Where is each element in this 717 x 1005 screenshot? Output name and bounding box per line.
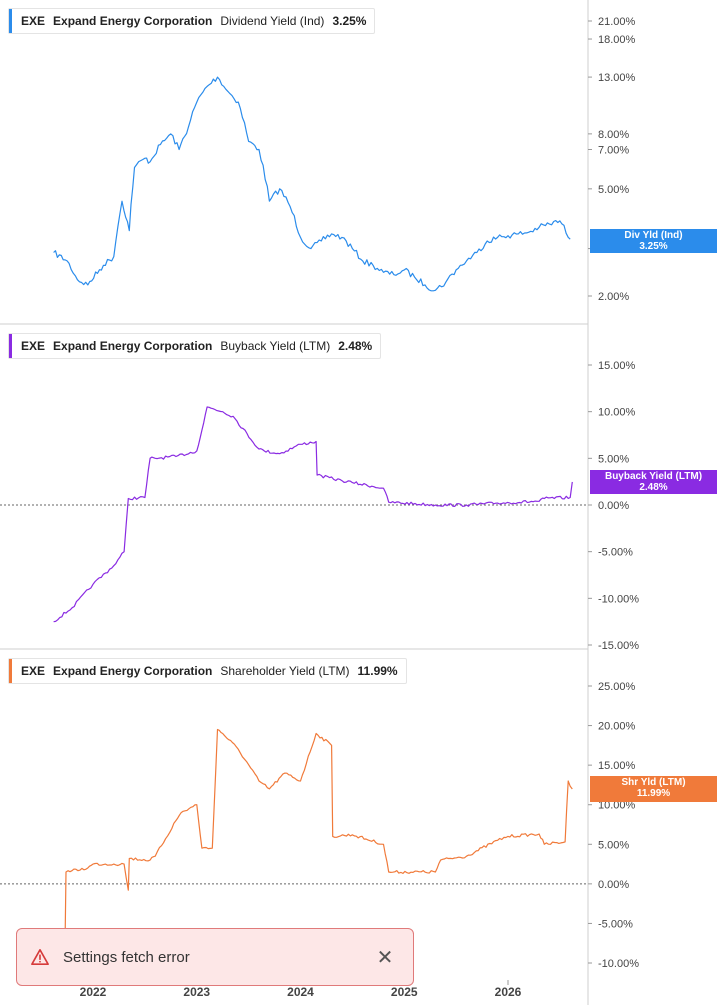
x-tick-label: 2026 xyxy=(495,985,522,999)
y-tick-label: 18.00% xyxy=(598,34,636,46)
y-tick-label: 5.00% xyxy=(598,184,629,196)
close-icon[interactable]: ✕ xyxy=(376,946,394,969)
y-tick-label: -10.00% xyxy=(598,958,639,970)
y-tick-label: 2.00% xyxy=(598,291,629,303)
warning-triangle-icon xyxy=(31,948,49,966)
y-tick-label: 5.00% xyxy=(598,453,629,465)
y-tick-label: 20.00% xyxy=(598,721,636,733)
y-tick-label: 25.00% xyxy=(598,681,636,693)
last-value-tag: Div Yld (Ind) 3.25% xyxy=(590,229,717,253)
legend-value: 11.99% xyxy=(357,664,398,678)
y-tick-label: -5.00% xyxy=(598,918,633,930)
tag-label: Buyback Yield (LTM) xyxy=(604,471,703,482)
legend-value: 3.25% xyxy=(332,14,367,28)
y-tick-label: 8.00% xyxy=(598,129,629,141)
legend-company: Expand Energy Corporation xyxy=(53,339,213,353)
legend-metric: Dividend Yield (Ind) xyxy=(220,14,325,28)
x-tick-label: 2024 xyxy=(287,985,314,999)
legend-color-bar xyxy=(9,334,12,358)
legend-company: Expand Energy Corporation xyxy=(53,14,213,28)
x-tick-label: 2023 xyxy=(183,985,210,999)
legend-value: 2.48% xyxy=(338,339,373,353)
y-tick-label: 15.00% xyxy=(598,360,636,372)
y-tick-label: 10.00% xyxy=(598,407,636,419)
legend-color-bar xyxy=(9,9,12,33)
legend-color-bar xyxy=(9,659,12,683)
toast-message: Settings fetch error xyxy=(63,948,190,966)
y-tick-label: 21.00% xyxy=(598,16,636,28)
y-tick-label: -5.00% xyxy=(598,547,633,559)
y-tick-label: -15.00% xyxy=(598,640,639,652)
series-legend[interactable]: EXE Expand Energy Corporation Buyback Yiel… xyxy=(8,333,382,359)
tag-value: 2.48% xyxy=(639,482,668,493)
legend-ticker: EXE xyxy=(21,14,46,28)
series-legend[interactable]: EXE Expand Energy Corporation Dividend Yie… xyxy=(8,8,376,34)
series-line xyxy=(53,406,573,623)
series-legend[interactable]: EXE Expand Energy Corporation Shareholder … xyxy=(8,658,407,684)
legend-ticker: EXE xyxy=(21,664,46,678)
series-line xyxy=(51,728,573,950)
y-tick-label: 10.00% xyxy=(598,800,636,812)
y-tick-label: 0.00% xyxy=(598,500,629,512)
tag-label: Shr Yld (LTM) xyxy=(621,777,686,788)
legend-company: Expand Energy Corporation xyxy=(53,664,213,678)
y-tick-label: -10.00% xyxy=(598,593,639,605)
y-tick-label: 13.00% xyxy=(598,72,636,84)
y-tick-label: 7.00% xyxy=(598,144,629,156)
x-tick-label: 2025 xyxy=(391,985,418,999)
y-tick-label: 0.00% xyxy=(598,879,629,891)
legend-metric: Shareholder Yield (LTM) xyxy=(220,664,350,678)
series-line xyxy=(53,76,571,292)
last-value-tag: Shr Yld (LTM) 11.99% xyxy=(590,776,717,802)
x-tick-label: 2022 xyxy=(80,985,107,999)
tag-value: 11.99% xyxy=(636,788,671,799)
tag-label: Div Yld (Ind) xyxy=(624,230,683,241)
legend-ticker: EXE xyxy=(21,339,46,353)
legend-metric: Buyback Yield (LTM) xyxy=(220,339,331,353)
y-tick-label: 15.00% xyxy=(598,760,636,772)
last-value-tag: Buyback Yield (LTM) 2.48% xyxy=(590,470,717,494)
error-toast: Settings fetch error ✕ xyxy=(16,928,414,986)
y-tick-label: 5.00% xyxy=(598,839,629,851)
tag-value: 3.25% xyxy=(639,241,668,252)
